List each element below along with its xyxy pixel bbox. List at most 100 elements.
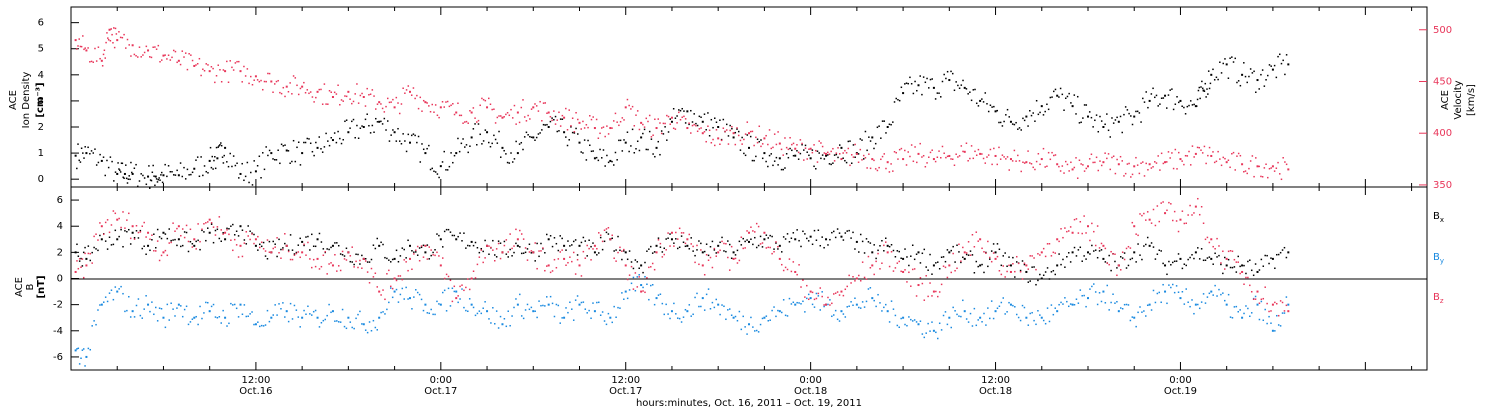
density-dot bbox=[106, 159, 108, 162]
bz-dot bbox=[1052, 251, 1055, 254]
bz-dot bbox=[461, 284, 463, 286]
bx-dot bbox=[576, 254, 579, 256]
velocity-dot bbox=[765, 134, 767, 137]
bz-dot bbox=[646, 277, 648, 279]
velocity-dot bbox=[888, 171, 891, 173]
velocity-point bbox=[778, 142, 781, 145]
density-point bbox=[593, 157, 596, 160]
velocity-dot bbox=[868, 153, 870, 155]
bz-dot bbox=[1262, 297, 1265, 300]
bz-dot bbox=[322, 254, 325, 257]
by-dot bbox=[1048, 320, 1051, 323]
bz-dot bbox=[782, 269, 785, 272]
bx-dot bbox=[1277, 253, 1280, 256]
velocity-dot bbox=[833, 160, 836, 162]
velocity-dot bbox=[546, 112, 548, 115]
bz-point bbox=[1040, 251, 1043, 254]
bx-dot bbox=[247, 225, 249, 227]
bz-dot bbox=[413, 253, 415, 255]
bx-dot bbox=[251, 232, 253, 234]
density-dot bbox=[83, 157, 85, 159]
density-dot bbox=[881, 120, 884, 122]
bz-dot bbox=[675, 231, 677, 234]
bx-dot bbox=[900, 257, 902, 259]
bz-dot bbox=[813, 298, 816, 301]
bz-dot bbox=[590, 259, 592, 261]
bx-dot bbox=[944, 260, 947, 263]
by-dot bbox=[1135, 325, 1137, 328]
velocity-dot bbox=[1138, 172, 1141, 175]
density-point bbox=[1225, 63, 1228, 66]
density-dot bbox=[171, 171, 173, 173]
bx-dot bbox=[646, 250, 648, 252]
velocity-dot bbox=[534, 103, 536, 105]
bx-dot bbox=[1083, 255, 1085, 257]
by-dot bbox=[942, 314, 945, 317]
by-point bbox=[1025, 316, 1028, 319]
velocity-dot bbox=[1255, 157, 1257, 159]
bz-dot bbox=[519, 229, 521, 232]
bz-dot bbox=[650, 266, 652, 268]
density-dot bbox=[318, 136, 321, 138]
bx-point bbox=[1287, 251, 1290, 254]
velocity-dot bbox=[684, 118, 687, 120]
by-dot bbox=[230, 302, 232, 305]
bz-dot bbox=[946, 276, 949, 279]
velocity-dot bbox=[676, 122, 678, 124]
by-dot bbox=[249, 313, 251, 315]
velocity-dot bbox=[965, 142, 968, 144]
density-point bbox=[123, 172, 126, 175]
velocity-point bbox=[285, 85, 288, 88]
bx-dot bbox=[459, 232, 461, 234]
density-dot bbox=[1207, 70, 1210, 72]
bx-dot bbox=[488, 253, 490, 255]
bz-dot bbox=[77, 267, 80, 270]
bz-dot bbox=[929, 282, 931, 284]
velocity-dot bbox=[529, 118, 531, 120]
velocity-point bbox=[624, 106, 627, 109]
bx-dot bbox=[698, 240, 700, 242]
velocity-dot bbox=[837, 147, 839, 149]
bx-dot bbox=[1276, 253, 1278, 256]
velocity-point bbox=[670, 116, 673, 119]
density-dot bbox=[207, 172, 209, 174]
bz-dot bbox=[214, 234, 217, 236]
bx-dot bbox=[703, 250, 706, 253]
bz-dot bbox=[330, 262, 332, 264]
velocity-dot bbox=[450, 104, 452, 107]
density-dot bbox=[652, 153, 654, 155]
by-dot bbox=[617, 306, 619, 309]
density-dot bbox=[1263, 85, 1266, 87]
bx-dot bbox=[151, 239, 153, 241]
density-dot bbox=[518, 143, 521, 145]
density-dot bbox=[1121, 131, 1123, 134]
bz-point bbox=[1148, 218, 1151, 221]
velocity-dot bbox=[344, 95, 346, 97]
bz-dot bbox=[443, 277, 446, 280]
by-dot bbox=[395, 288, 398, 291]
density-dot bbox=[1171, 88, 1173, 90]
velocity-dot bbox=[566, 128, 569, 131]
by-dot bbox=[133, 316, 136, 318]
density-dot bbox=[818, 152, 820, 154]
velocity-dot bbox=[210, 66, 213, 68]
bz-dot bbox=[441, 257, 444, 259]
density-dot bbox=[167, 165, 170, 167]
bx-dot bbox=[413, 251, 415, 253]
by-dot bbox=[534, 310, 536, 313]
density-dot bbox=[777, 164, 779, 166]
density-dot bbox=[227, 165, 230, 168]
density-dot bbox=[313, 154, 315, 157]
velocity-dot bbox=[1224, 157, 1226, 160]
velocity-dot bbox=[618, 124, 620, 127]
velocity-dot bbox=[1112, 155, 1115, 157]
bz-dot bbox=[688, 233, 691, 236]
bx-dot bbox=[736, 249, 739, 252]
velocity-dot bbox=[434, 104, 437, 106]
bz-dot bbox=[985, 252, 987, 254]
bx-dot bbox=[1050, 271, 1053, 273]
density-dot bbox=[291, 160, 293, 163]
bx-dot bbox=[476, 246, 479, 249]
bx-dot bbox=[854, 248, 856, 250]
by-point bbox=[409, 297, 411, 300]
